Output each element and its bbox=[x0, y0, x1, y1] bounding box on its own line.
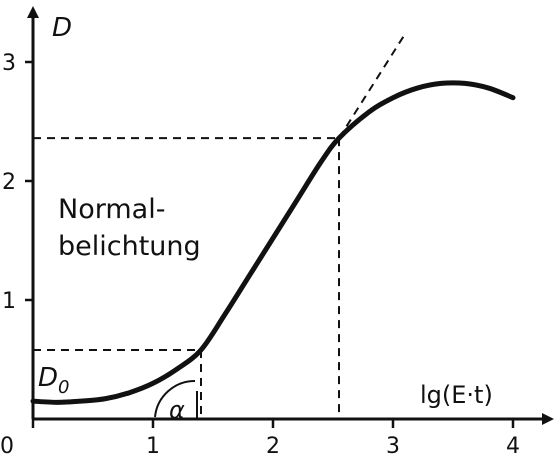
annotation-normal-line1: Normal- bbox=[58, 194, 165, 225]
y-tick-label: 2 bbox=[2, 170, 16, 195]
x-tick-label: 3 bbox=[386, 434, 400, 459]
x-tick-label: 0 bbox=[0, 434, 14, 459]
annotation-normal-line2: belichtung bbox=[58, 231, 201, 262]
x-tick-label: 1 bbox=[146, 434, 160, 459]
x-axis-title: lg(E·t) bbox=[420, 381, 493, 409]
alpha-label: α bbox=[169, 396, 185, 424]
x-tick-label: 2 bbox=[266, 434, 280, 459]
d0-subscript: 0 bbox=[58, 377, 69, 398]
d0-label: D0 bbox=[38, 363, 69, 398]
tangent-line bbox=[338, 33, 406, 139]
dashed-guides bbox=[33, 137, 340, 419]
axis-ticks: 0 1 2 3 4 1 2 3 bbox=[0, 51, 520, 459]
y-tick-label: 1 bbox=[2, 289, 16, 314]
y-axis-title: D bbox=[52, 13, 72, 43]
series-line bbox=[30, 80, 516, 405]
y-tick-label: 3 bbox=[2, 51, 16, 76]
alpha-angle-arc bbox=[154, 379, 198, 419]
x-tick-label: 4 bbox=[506, 434, 520, 459]
